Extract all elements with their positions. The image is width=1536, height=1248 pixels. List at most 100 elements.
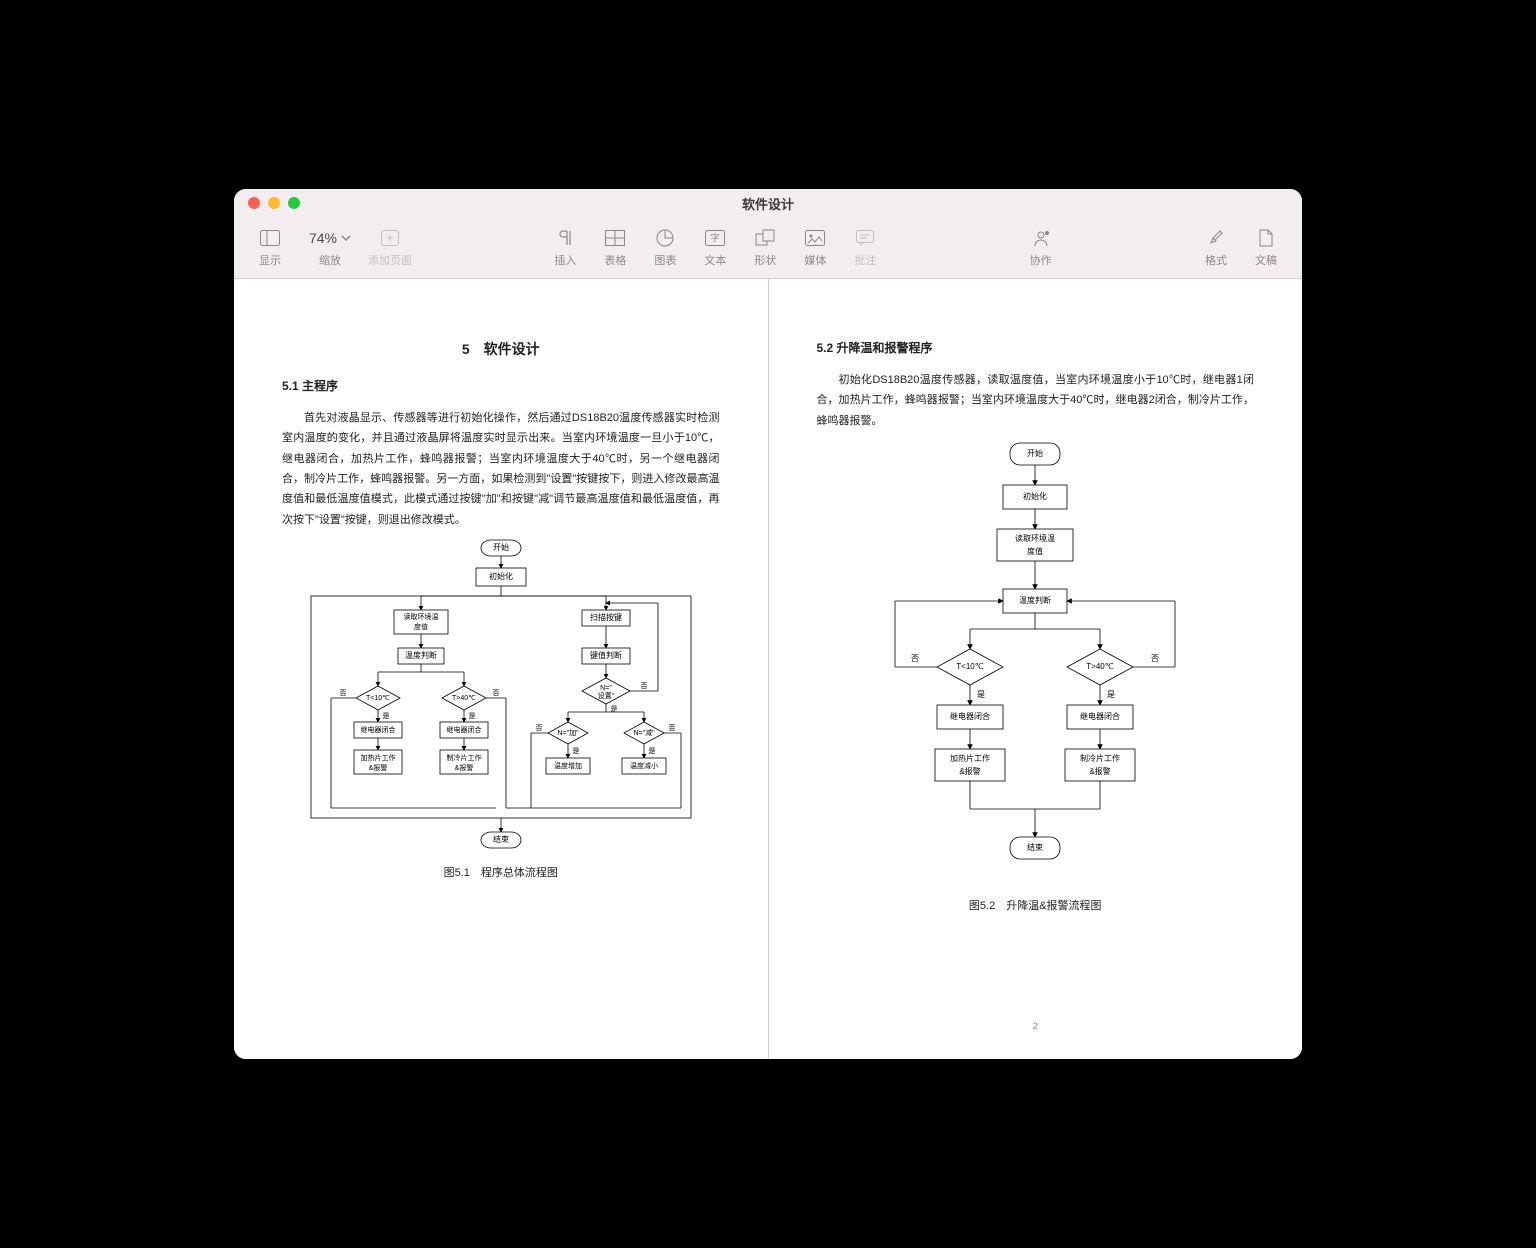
table-button[interactable]: 表格: [591, 227, 639, 268]
page-2: 5.2 升降温和报警程序 初始化DS18B20温度传感器，读取温度值，当室内环境…: [769, 279, 1303, 1059]
insert-group: 插入 表格 图表 字 文本 形状 媒体: [541, 227, 889, 268]
section-5-1: 5.1 主程序: [282, 377, 720, 394]
format-button[interactable]: 格式: [1192, 227, 1240, 268]
annotate-button[interactable]: 批注: [841, 227, 889, 268]
add-page-label: 添加页面: [368, 252, 412, 268]
svg-text:否: 否: [492, 689, 499, 697]
annotate-icon: [856, 227, 874, 249]
chapter-title: 5 软件设计: [282, 339, 720, 359]
media-label: 媒体: [804, 252, 826, 268]
svg-text:度值: 度值: [414, 622, 428, 631]
toolbar: 显示 74% 缩放 添加页面 插入 表格 图表: [234, 217, 1302, 279]
document-label: 文稿: [1255, 252, 1277, 268]
svg-text:&报警: &报警: [960, 766, 981, 776]
zoom-value: 74%: [309, 230, 337, 246]
svg-text:度值: 度值: [1027, 546, 1043, 556]
paragraph-5-2: 初始化DS18B20温度传感器，读取温度值，当室内环境温度小于10℃时，继电器1…: [817, 370, 1255, 431]
chart-icon: [656, 227, 674, 249]
svg-text:是: 是: [572, 747, 579, 755]
media-button[interactable]: 媒体: [791, 227, 839, 268]
chart-label: 图表: [654, 252, 676, 268]
media-icon: [805, 227, 825, 249]
collab-label: 协作: [1030, 252, 1052, 268]
collab-button[interactable]: 协作: [1017, 227, 1065, 268]
text-button[interactable]: 字 文本: [691, 227, 739, 268]
view-button[interactable]: 显示: [246, 227, 294, 268]
svg-text:&报警: &报警: [454, 763, 473, 772]
svg-text:N=": N=": [600, 685, 612, 692]
svg-text:继电器闭合: 继电器闭合: [360, 725, 395, 734]
svg-text:&报警: &报警: [368, 763, 387, 772]
insert-button[interactable]: 插入: [541, 227, 589, 268]
svg-text:读取环境温: 读取环境温: [1015, 533, 1055, 543]
svg-text:制冷片工作: 制冷片工作: [446, 753, 481, 762]
svg-text:继电器闭合: 继电器闭合: [446, 725, 481, 734]
svg-text:T>40℃: T>40℃: [452, 695, 476, 702]
svg-text:否: 否: [339, 689, 346, 697]
svg-text:开始: 开始: [493, 542, 509, 552]
shape-icon: [755, 227, 775, 249]
paragraph-5-1: 首先对液晶显示、传感器等进行初始化操作，然后通过DS18B20温度传感器实时检测…: [282, 408, 720, 530]
svg-text:温度判断: 温度判断: [405, 650, 437, 660]
pilcrow-icon: [557, 227, 573, 249]
shape-button[interactable]: 形状: [741, 227, 789, 268]
annotate-label: 批注: [854, 252, 876, 268]
svg-text:&报警: &报警: [1090, 766, 1111, 776]
brush-icon: [1208, 227, 1224, 249]
svg-text:键值判断: 键值判断: [590, 650, 622, 660]
add-page-icon: [381, 227, 399, 249]
svg-text:初始化: 初始化: [489, 571, 513, 581]
insert-label: 插入: [554, 252, 576, 268]
chevron-down-icon: [341, 235, 351, 241]
table-label: 表格: [604, 252, 626, 268]
document-content: 5 软件设计 5.1 主程序 首先对液晶显示、传感器等进行初始化操作，然后通过D…: [234, 279, 1302, 1059]
flowchart-5-1: 开始 初始化 读取环境温度值 温度判断 T<10℃ 否 是 继电器闭合: [306, 538, 696, 858]
svg-text:开始: 开始: [1027, 448, 1043, 458]
svg-text:字: 字: [711, 232, 720, 243]
svg-text:是: 是: [648, 747, 655, 755]
view-label: 显示: [259, 252, 281, 268]
svg-text:结束: 结束: [1027, 842, 1043, 852]
text-label: 文本: [704, 252, 726, 268]
caption-5-2: 图5.2 升降温&报警流程图: [817, 897, 1255, 913]
zoom-control[interactable]: 74% 缩放: [294, 227, 366, 268]
svg-text:N="减": N="减": [633, 728, 655, 737]
titlebar: 软件设计: [234, 189, 1302, 217]
svg-text:结束: 结束: [493, 834, 509, 844]
svg-text:是: 是: [468, 712, 475, 720]
sidebar-icon: [260, 227, 280, 249]
svg-text:否: 否: [668, 724, 675, 732]
svg-text:继电器闭合: 继电器闭合: [1080, 711, 1120, 721]
svg-text:初始化: 初始化: [1023, 491, 1047, 501]
svg-text:否: 否: [535, 724, 542, 732]
svg-text:是: 是: [977, 690, 985, 699]
svg-text:否: 否: [640, 682, 647, 690]
svg-text:否: 否: [911, 654, 919, 663]
svg-text:T>40℃: T>40℃: [1087, 662, 1114, 671]
svg-text:加热片工作: 加热片工作: [950, 753, 990, 763]
chart-button[interactable]: 图表: [641, 227, 689, 268]
zoom-label: 缩放: [319, 252, 341, 268]
svg-text:是: 是: [1107, 690, 1115, 699]
svg-text:T<10℃: T<10℃: [366, 695, 390, 702]
svg-text:读取环境温: 读取环境温: [403, 612, 438, 621]
format-label: 格式: [1205, 252, 1227, 268]
svg-text:是: 是: [382, 712, 389, 720]
caption-5-1: 图5.1 程序总体流程图: [282, 864, 720, 880]
document-button[interactable]: 文稿: [1242, 227, 1290, 268]
svg-text:继电器闭合: 继电器闭合: [950, 711, 990, 721]
svg-text:温度减小: 温度减小: [630, 761, 658, 770]
svg-text:温度增加: 温度增加: [554, 761, 582, 770]
svg-text:加热片工作: 加热片工作: [360, 753, 395, 762]
flowchart-5-2: 开始 初始化 读取环境温度值 温度判断 T<10℃ 否 是 继电器闭合 加热片工…: [875, 439, 1195, 891]
text-icon: 字: [705, 227, 725, 249]
window-title: 软件设计: [234, 194, 1302, 213]
svg-text:设置": 设置": [598, 691, 615, 700]
svg-text:N="加": N="加": [557, 728, 579, 737]
svg-text:否: 否: [1151, 654, 1159, 663]
table-icon: [605, 227, 625, 249]
svg-text:温度判断: 温度判断: [1019, 595, 1051, 605]
add-page-button[interactable]: 添加页面: [366, 227, 414, 268]
svg-text:制冷片工作: 制冷片工作: [1080, 753, 1120, 763]
svg-text:扫描按键: 扫描按键: [590, 612, 622, 622]
